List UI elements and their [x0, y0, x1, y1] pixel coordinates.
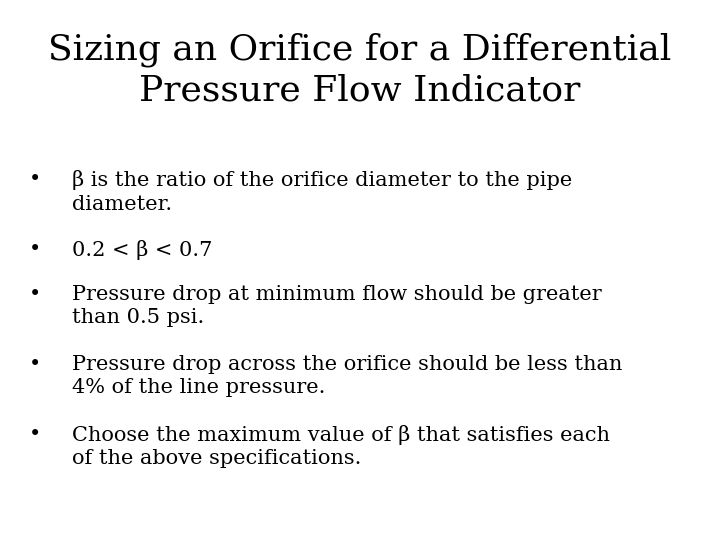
Text: •: • [29, 425, 41, 444]
Text: β is the ratio of the orifice diameter to the pipe
diameter.: β is the ratio of the orifice diameter t… [72, 170, 572, 214]
Text: •: • [29, 170, 41, 189]
Text: Sizing an Orifice for a Differential
Pressure Flow Indicator: Sizing an Orifice for a Differential Pre… [48, 32, 672, 107]
Text: •: • [29, 240, 41, 259]
Text: Choose the maximum value of β that satisfies each
of the above specifications.: Choose the maximum value of β that satis… [72, 425, 610, 469]
Text: 0.2 < β < 0.7: 0.2 < β < 0.7 [72, 240, 212, 260]
Text: Pressure drop across the orifice should be less than
4% of the line pressure.: Pressure drop across the orifice should … [72, 355, 622, 397]
Text: •: • [29, 285, 41, 303]
Text: •: • [29, 355, 41, 374]
Text: Pressure drop at minimum flow should be greater
than 0.5 psi.: Pressure drop at minimum flow should be … [72, 285, 602, 327]
